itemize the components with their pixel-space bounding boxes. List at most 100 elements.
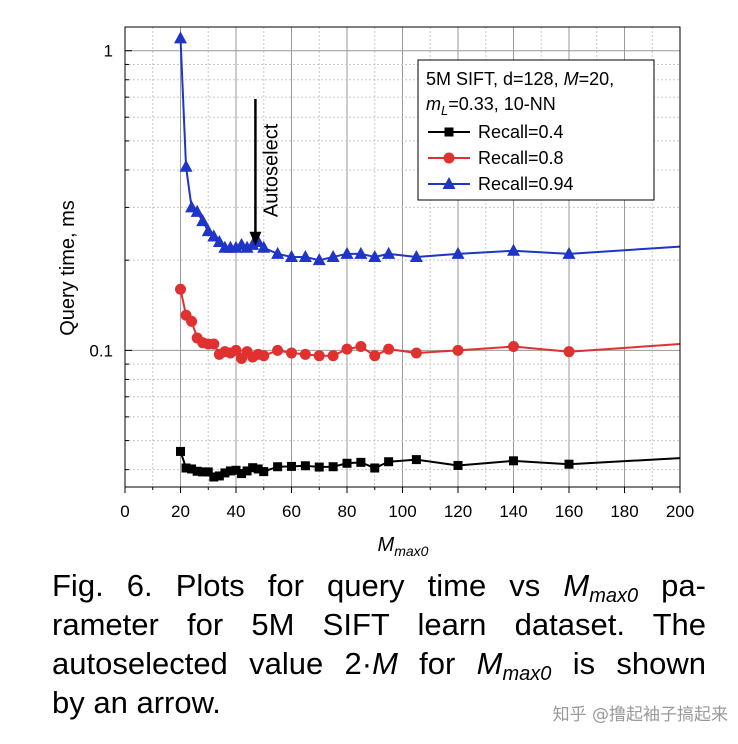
data-point [225, 466, 235, 476]
data-point [369, 350, 381, 362]
data-point [273, 462, 283, 472]
data-point [312, 253, 326, 266]
data-point [237, 469, 247, 479]
x-axis-label: Mmax0 [378, 534, 429, 559]
data-point [342, 458, 352, 468]
data-point [253, 464, 263, 474]
y-tick-label: 0.1 [89, 341, 113, 360]
data-point [299, 348, 311, 360]
caption-line-4: by an arrow. [52, 685, 221, 720]
x-tick-label: 140 [499, 502, 527, 521]
data-point [298, 249, 312, 262]
data-point [327, 350, 339, 362]
data-point [271, 246, 285, 259]
caption-line-2: rameter for 5M SIFT learn dataset. The [52, 607, 706, 642]
data-point [564, 459, 574, 469]
x-tick-label: 200 [666, 502, 694, 521]
caption-line3-post: is shown [551, 646, 706, 681]
data-point [411, 455, 421, 465]
query-time-chart: 0 20 40 60 80 100 120 140 160 180 200 0.1 1 Query ti… [57, 26, 694, 559]
annotation-arrow: Autoselect [249, 99, 282, 246]
data-point [355, 341, 367, 353]
data-point [209, 472, 219, 482]
data-point [340, 246, 354, 259]
caption-line1-post: pa- [638, 568, 706, 603]
caption-line-3: autoselected value 2·M for Mmax0 is show… [52, 644, 706, 685]
x-tick-label: 180 [610, 502, 638, 521]
x-tick-label: 40 [227, 502, 246, 521]
data-point [176, 446, 185, 456]
annotation-text: Autoselect [260, 123, 282, 217]
data-point [383, 343, 395, 355]
data-point [384, 457, 394, 467]
legend-items: Recall=0.4 Recall=0.8 Recall=0.94 [428, 122, 574, 194]
data-point [452, 344, 464, 356]
data-point [175, 283, 186, 295]
axes: 0 20 40 60 80 100 120 140 160 180 200 0.1 1 [89, 42, 694, 521]
data-point [356, 457, 366, 467]
data-point [174, 31, 187, 44]
data-point [286, 347, 297, 359]
data-point [285, 249, 298, 262]
legend-marker [443, 152, 455, 164]
data-point [248, 463, 258, 473]
caption-line3-m2: M [476, 646, 503, 681]
data-point [190, 204, 204, 217]
data-point [354, 246, 368, 259]
legend-title-line1: 5M SIFT, d=128, M=20, [426, 69, 614, 89]
data-point [313, 350, 325, 362]
legend-label: Recall=0.94 [478, 174, 574, 194]
x-tick-label: 120 [444, 502, 472, 521]
data-point [214, 471, 224, 481]
legend-title-ml-sub: L [441, 103, 448, 118]
caption-line3-pre: autoselected value 2· [52, 646, 373, 681]
x-tick-label: 0 [120, 502, 129, 521]
caption-line3-sub: max0 [502, 663, 552, 685]
data-point [507, 243, 520, 256]
x-tick-label: 20 [171, 502, 190, 521]
data-point [186, 315, 198, 327]
x-tick-label: 100 [388, 502, 416, 521]
arrow-head-icon [249, 231, 262, 246]
data-point [187, 464, 197, 474]
data-point [562, 246, 576, 259]
legend-marker [444, 127, 454, 137]
x-axis-label-main: M [378, 534, 395, 556]
data-point [272, 344, 284, 356]
data-point [300, 461, 310, 471]
legend-title-line1-tail: =20, [579, 69, 615, 89]
legend-label: Recall=0.4 [478, 122, 564, 142]
y-axis-label: Query time, ms [57, 200, 79, 336]
series-layer [174, 31, 681, 482]
data-point [341, 343, 353, 355]
caption-line3-mid: for [397, 646, 477, 681]
data-point [328, 462, 338, 472]
data-point [453, 460, 463, 470]
caption-line3-m: M [372, 646, 398, 681]
data-point [231, 465, 241, 475]
data-point [382, 246, 396, 259]
data-point [314, 462, 324, 472]
x-axis-label-sub: max0 [394, 543, 428, 559]
data-point [370, 463, 380, 473]
data-point [563, 346, 575, 358]
x-tick-label: 160 [555, 502, 583, 521]
data-point [201, 224, 215, 237]
legend-title-line1-text: 5M SIFT, d=128, [426, 69, 564, 89]
data-point [368, 249, 382, 262]
data-point [230, 344, 242, 356]
caption-line1-m: M [563, 568, 590, 603]
series-circle [175, 283, 681, 364]
legend-title-m: M [564, 69, 579, 89]
caption-line1-pre: Fig. 6. Plots for query time vs [52, 568, 564, 603]
data-point [220, 468, 230, 478]
data-point [410, 347, 422, 359]
caption-line-1: Fig. 6. Plots for query time vs Mmax0 pa… [52, 566, 706, 606]
data-point [508, 341, 519, 353]
data-point [409, 249, 423, 262]
legend-title-line2-tail: =0.33, 10-NN [448, 94, 556, 114]
legend: 5M SIFT, d=128, M=20, mL=0.33, 10-NN Rec… [417, 59, 655, 201]
data-point [451, 246, 465, 259]
data-point [259, 467, 269, 477]
series-square [176, 446, 681, 482]
